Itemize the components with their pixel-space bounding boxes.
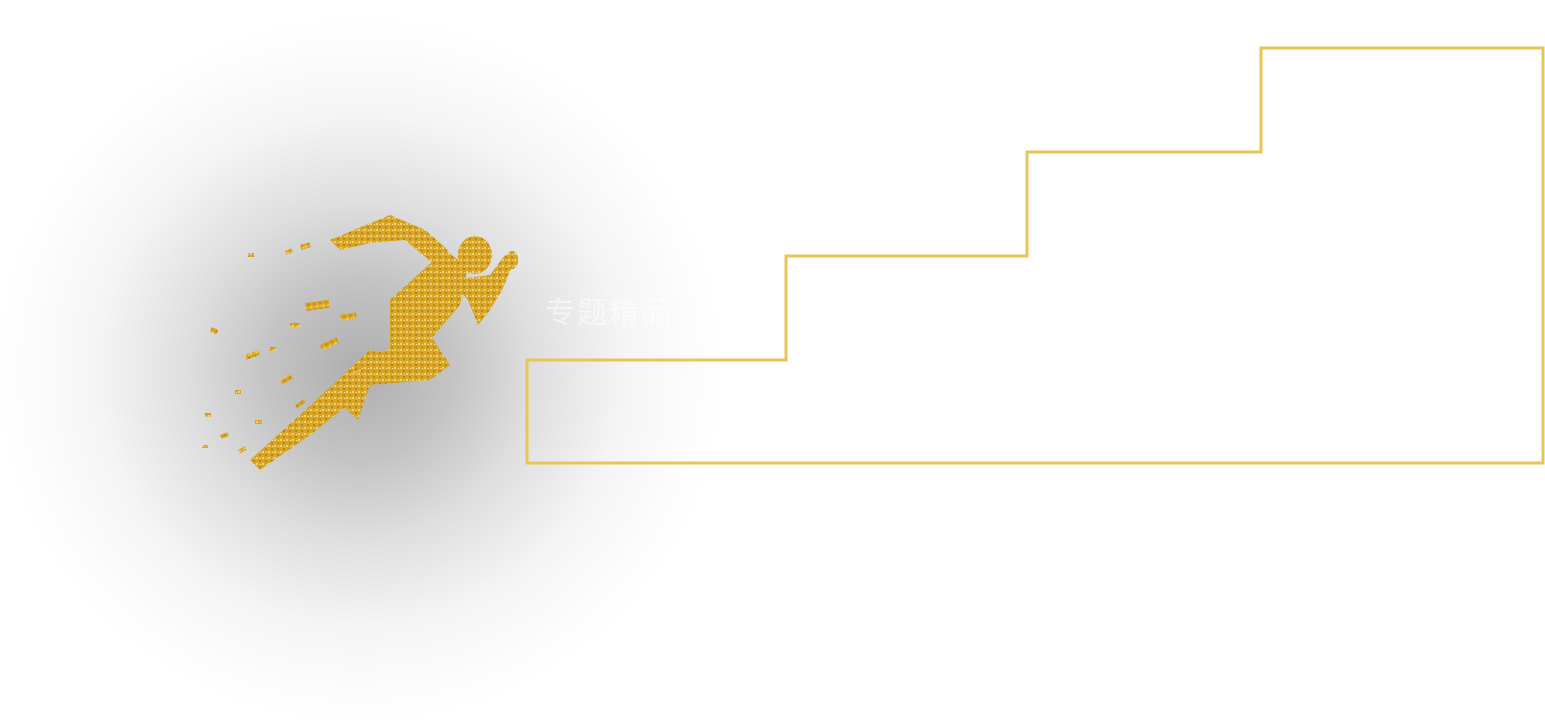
sprinting-figure-icon xyxy=(202,215,518,470)
watermark-text: 专题精品 xyxy=(545,296,673,331)
